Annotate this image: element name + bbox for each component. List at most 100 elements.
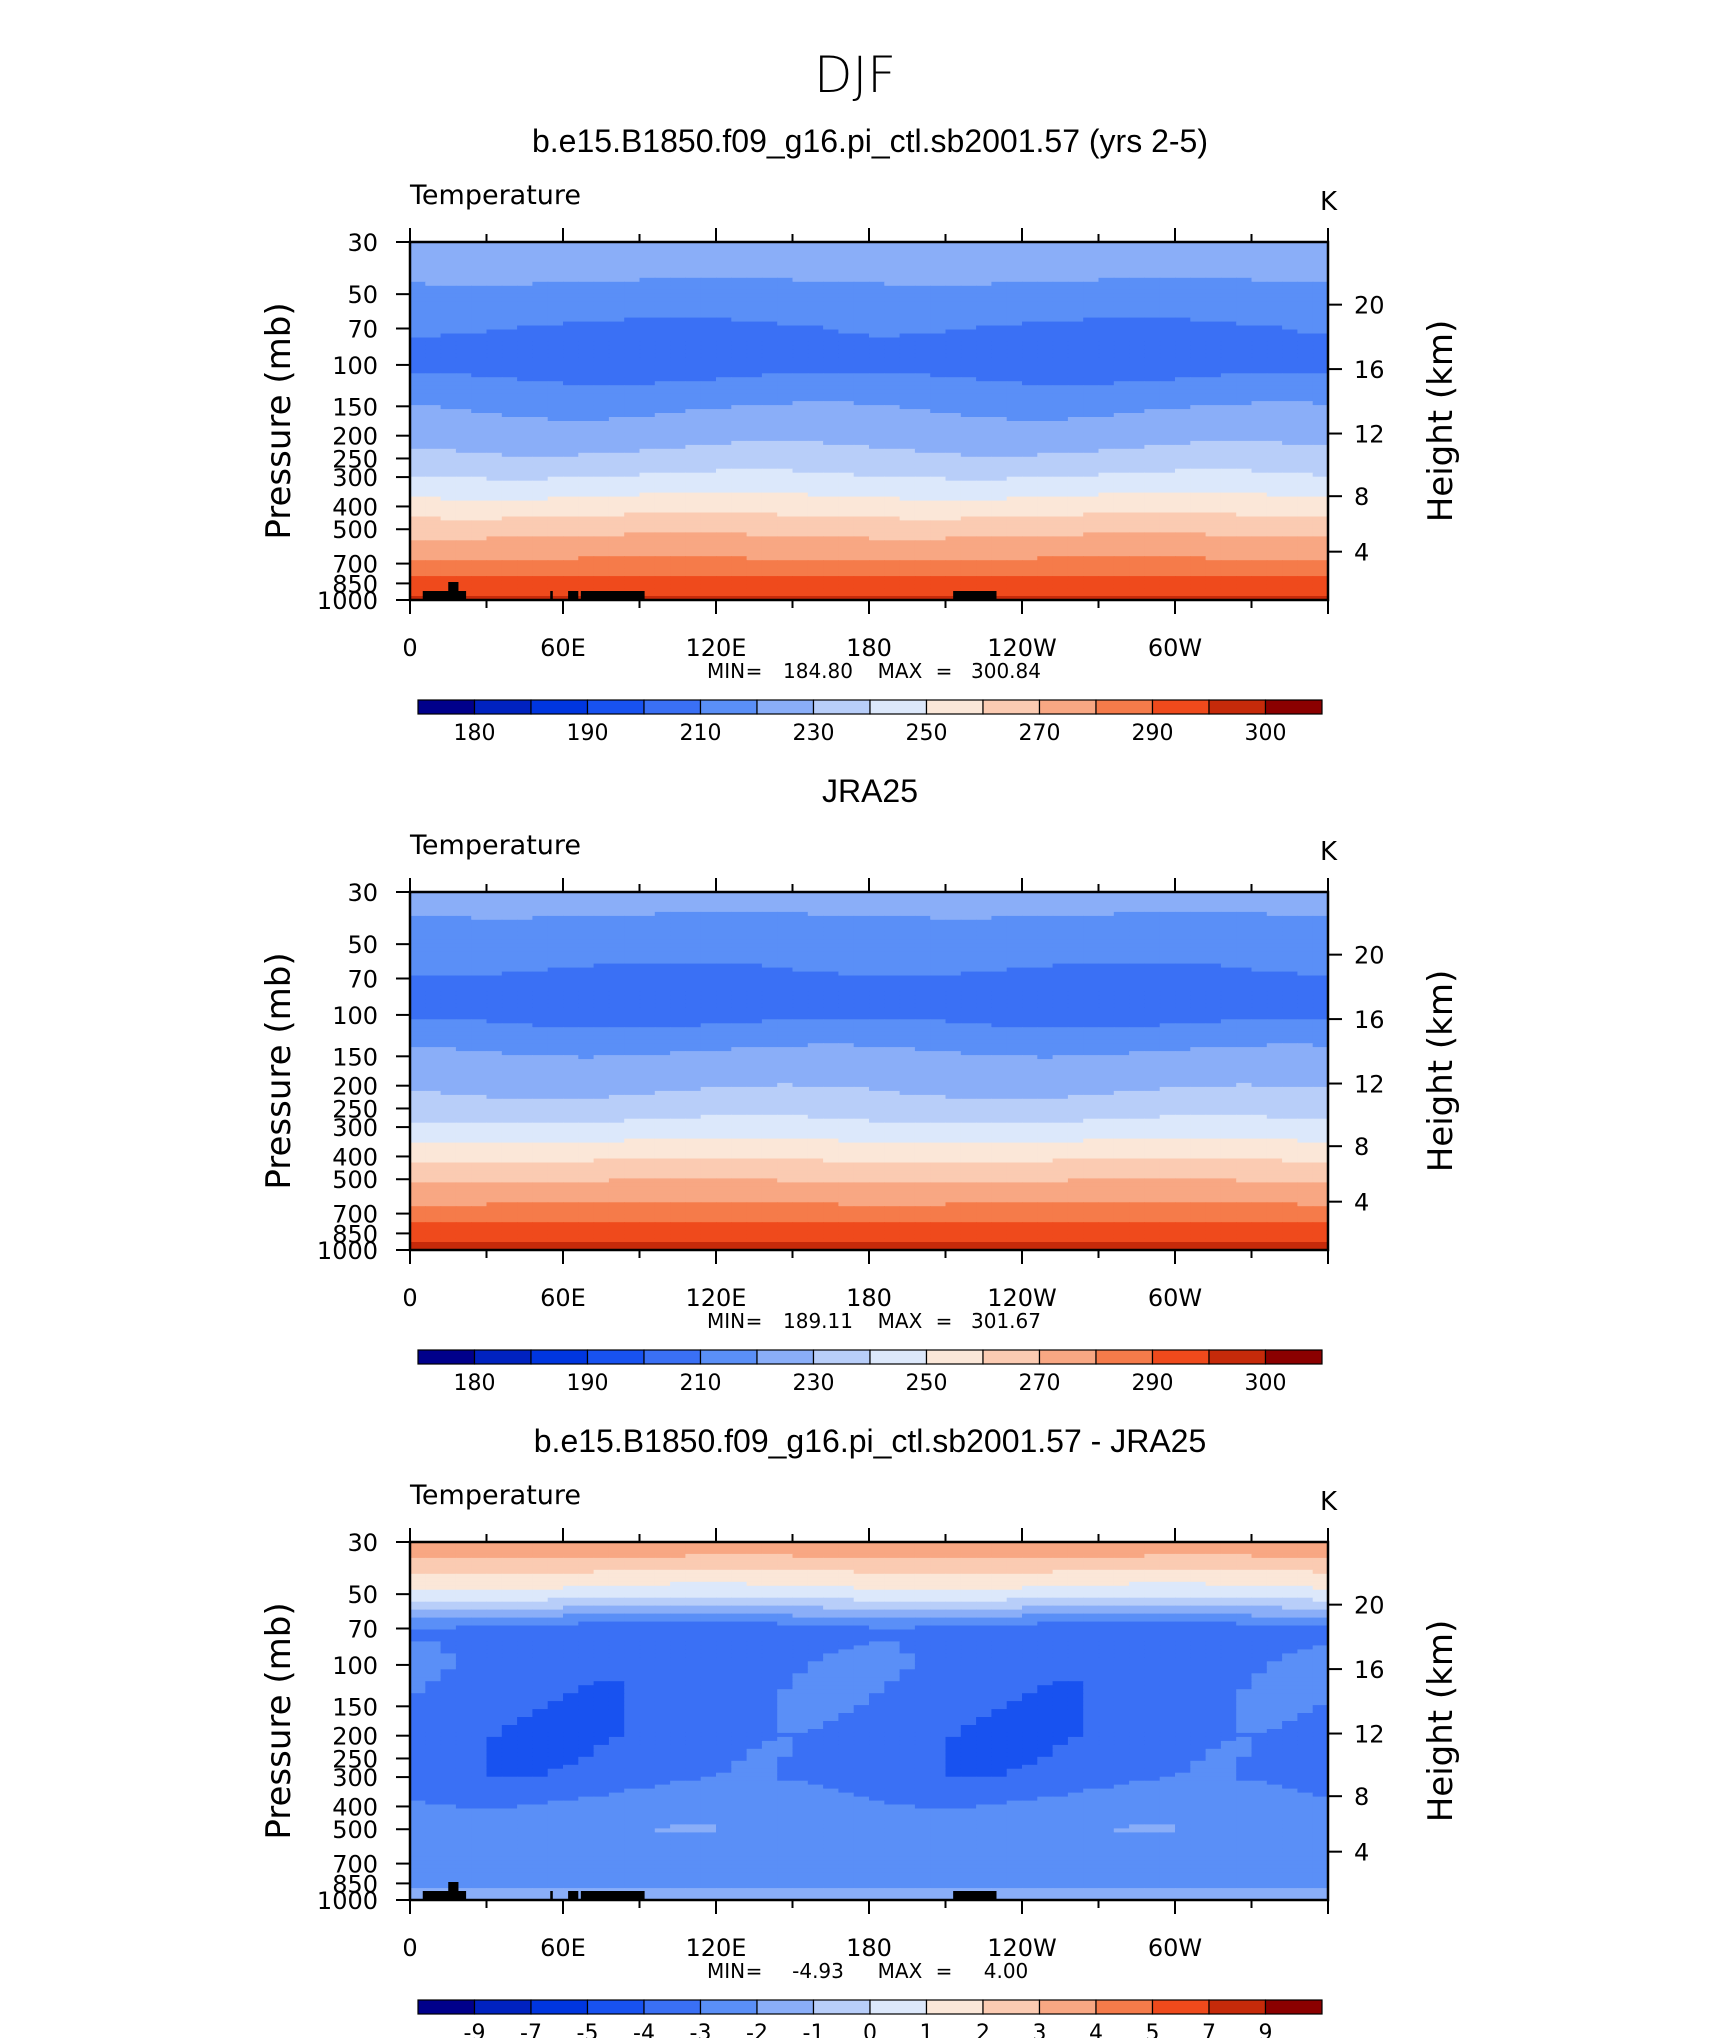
contour-cell [1220,484,1237,490]
contour-cell [838,301,855,307]
contour-cell [578,293,595,299]
contour-cell [486,325,503,331]
contour-cell [884,480,901,486]
contour-cell [532,285,549,291]
contour-cell [899,425,916,430]
contour-cell [700,381,717,386]
contour-cell [930,329,947,335]
contour-cell [914,257,931,263]
contour-cell [471,269,488,275]
contour-cell [1205,552,1222,557]
contour-cell [823,285,839,291]
contour-cell [700,333,717,339]
contour-cell [455,281,472,287]
contour-cell [1144,261,1161,267]
contour-cell [1190,429,1207,434]
contour-cell [960,321,977,327]
contour-cell [471,544,488,549]
contour-cell [440,440,457,446]
contour-cell [899,508,916,514]
contour-cell [471,425,488,430]
contour-cell [976,429,992,434]
contour-cell [777,448,794,454]
contour-cell [471,484,488,490]
contour-cell [884,409,901,414]
contour-cell [547,273,564,279]
contour-cell [425,333,442,339]
contour-cell [1251,480,1268,486]
contour-cell [945,269,962,275]
contour-cell [1251,365,1268,370]
contour-cell [1220,281,1237,287]
contour-cell [716,504,732,510]
contour-cell [1098,444,1115,450]
contour-cell [654,353,671,358]
contour-cell [976,540,992,545]
contour-cell [731,357,748,362]
contour-cell [1083,460,1100,466]
contour-cell [1067,568,1084,573]
contour-cell [1037,556,1054,561]
contour-cell [777,492,794,498]
contour-cell [639,556,656,561]
contour-cell [761,452,778,458]
contour-cell [716,246,732,251]
contour-cell [869,548,885,553]
contour-cell [1282,321,1298,327]
contour-cell [624,528,641,533]
contour-cell [685,421,702,426]
contour-cell [1205,405,1222,410]
contour-cell [1159,448,1176,454]
contour-cell [761,285,778,291]
contour-cell [547,540,564,545]
contour-cell [899,397,916,402]
contour-cell [914,329,931,335]
contour-cell [976,405,992,410]
contour-cell [486,429,503,434]
contour-cell [930,516,947,522]
contour-cell [624,548,641,553]
contour-cell [823,377,839,382]
contour-cell [1251,349,1268,354]
contour-cell [670,540,686,545]
contour-cell [991,397,1008,402]
contour-cell [1113,460,1130,466]
contour-cell [608,365,625,370]
contour-cell [501,405,518,410]
contour-cell [1251,421,1268,426]
contour-cell [1113,345,1130,350]
contour-cell [807,524,824,529]
contour-cell [410,305,426,311]
contour-cell [1113,472,1130,478]
contour-cell [1220,373,1237,378]
contour-cell [639,321,656,327]
contour-cell [501,472,518,478]
contour-cell [654,536,671,541]
contour-cell [486,337,503,343]
contour-cell [1159,250,1176,255]
contour-cell [608,429,625,434]
contour-cell [731,508,748,514]
contour-cell [1220,301,1237,307]
contour-cell [1220,488,1237,494]
contour-cell [716,281,732,287]
contour-cell [731,293,748,299]
contour-cell [1067,429,1084,434]
contour-cell [1006,377,1023,382]
contour-cell [1113,381,1130,386]
contour-cell [838,381,855,386]
contour-cell [685,373,702,378]
contour-cell [991,337,1008,343]
contour-cell [425,488,442,494]
contour-cell [853,540,870,545]
contour-cell [1052,421,1069,426]
contour-cell [532,464,549,470]
contour-cell [1113,548,1130,553]
contour-cell [670,333,686,339]
contour-cell [853,257,870,263]
contour-cell [1098,448,1115,454]
contour-cell [746,456,763,462]
contour-cell [807,432,824,438]
contour-cell [1098,273,1115,279]
contour-cell [1052,548,1069,553]
